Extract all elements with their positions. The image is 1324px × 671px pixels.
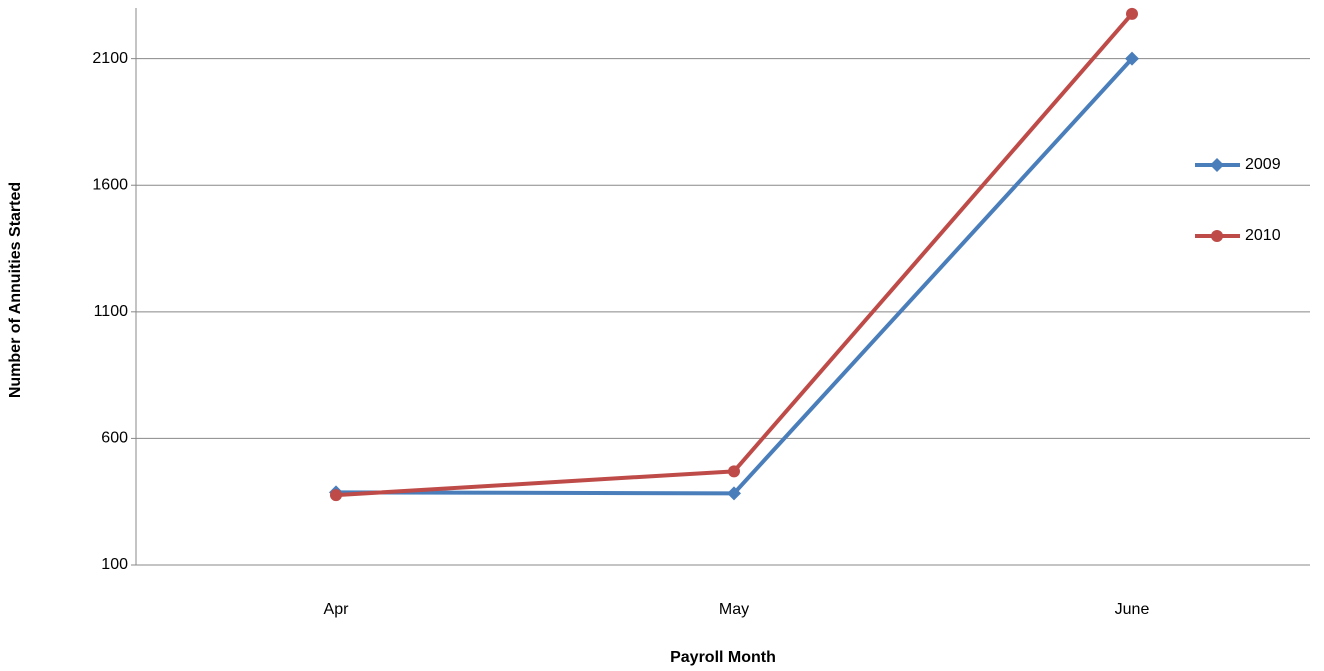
y-tick-label: 1100 <box>94 303 129 320</box>
marker <box>728 465 740 478</box>
marker <box>1126 7 1138 20</box>
marker <box>1211 230 1223 242</box>
marker <box>1210 158 1224 172</box>
y-tick-label: 1600 <box>92 176 128 193</box>
marker <box>1125 51 1139 66</box>
legend-label: 2010 <box>1245 227 1281 244</box>
marker <box>727 486 741 501</box>
marker <box>330 489 342 502</box>
x-tick-label: June <box>1115 601 1150 618</box>
y-tick-label: 600 <box>101 430 128 447</box>
x-axis-label: Payroll Month <box>670 649 776 666</box>
x-tick-label: May <box>719 601 749 618</box>
line <box>335 12 1134 498</box>
line <box>335 57 1134 496</box>
legend-label: 2009 <box>1245 156 1281 173</box>
y-axis-label: Number of Annuities Started <box>7 182 24 398</box>
y-tick-label: 2100 <box>92 50 128 67</box>
y-tick-label: 100 <box>101 556 128 573</box>
x-tick-label: Apr <box>324 601 350 618</box>
